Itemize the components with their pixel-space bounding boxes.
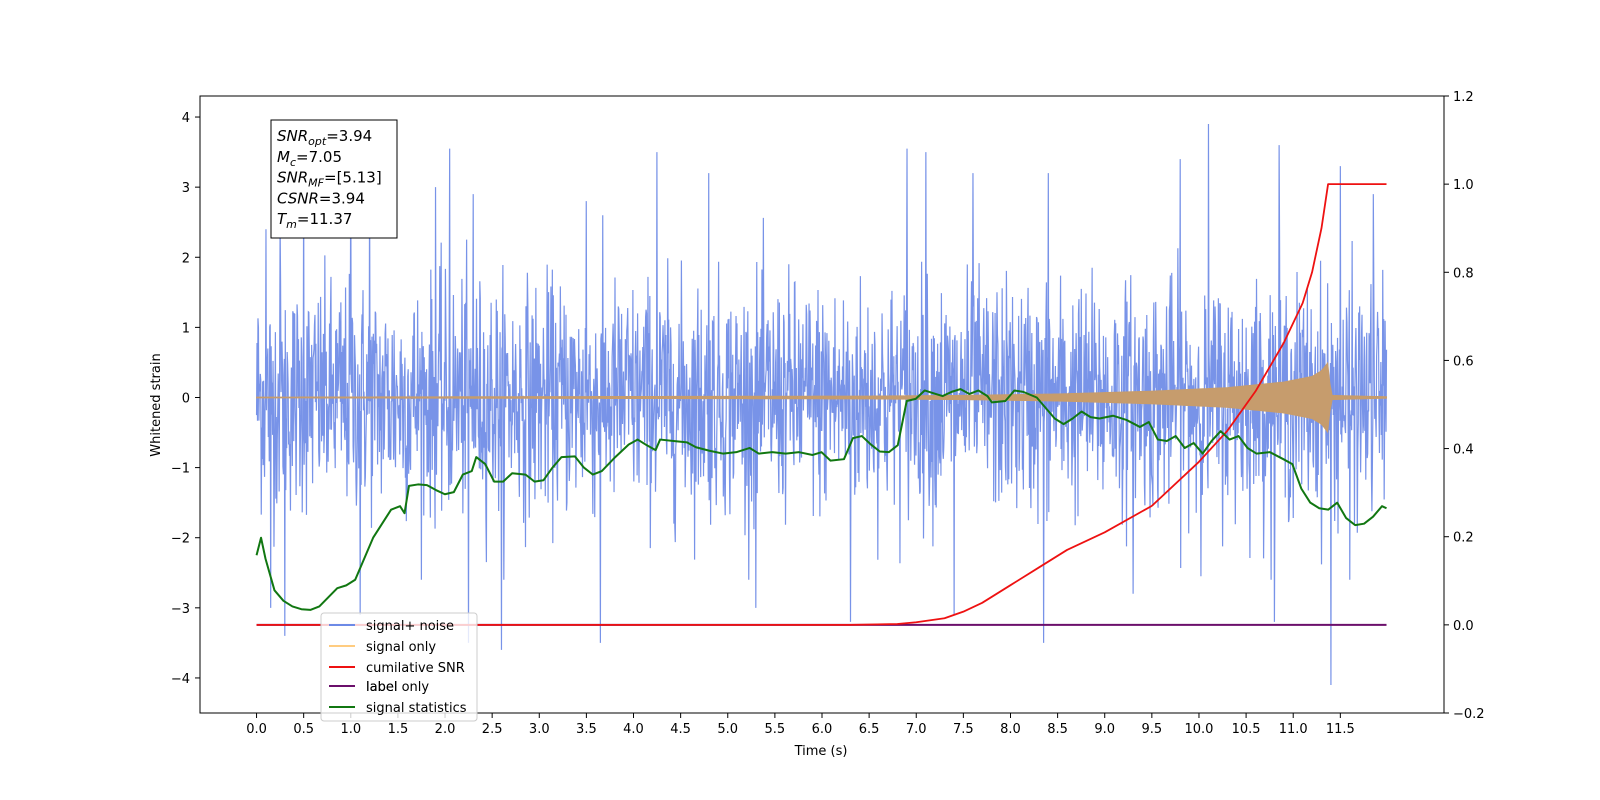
legend-entry: signal only	[366, 640, 436, 655]
legend-entry: signal+ noise	[366, 619, 454, 634]
legend-entry: cumilative SNR	[366, 661, 465, 676]
annotation-line: Tm=11.37	[277, 210, 352, 231]
legend-entry: label only	[366, 680, 429, 695]
y-left-tick-label: −1	[171, 462, 190, 477]
series-line-signal-only	[256, 361, 1388, 434]
x-axis: 0.0 0.5 1.0 1.5 2.0 2.5 3.0 3.5 4.0 4.5 5.0 5.5 6.0 6…	[246, 713, 1355, 737]
x-tick-label: 6.0	[812, 722, 833, 737]
annotation-line: SNRopt=3.94	[277, 127, 372, 148]
x-tick-label: 7.5	[953, 722, 974, 737]
x-tick-label: 9.0	[1094, 722, 1115, 737]
y-left-tick-label: −2	[171, 532, 190, 547]
legend: signal+ noise signal only cumilative SNR la…	[320, 612, 478, 722]
x-tick-label: 0.0	[246, 722, 267, 737]
x-tick-label: 10.0	[1184, 722, 1213, 737]
x-tick-label: 6.5	[859, 722, 880, 737]
x-tick-label: 8.5	[1047, 722, 1068, 737]
y-left-tick-label: 1	[182, 321, 190, 336]
y-right-tick-label: 0.6	[1453, 354, 1474, 369]
x-tick-label: 10.5	[1232, 722, 1261, 737]
y-left-tick-label: 2	[182, 251, 190, 266]
x-tick-label: 7.0	[906, 722, 927, 737]
legend-entry: signal statistics	[366, 701, 467, 716]
y-left-tick-label: −4	[171, 672, 190, 687]
x-tick-label: 4.0	[623, 722, 644, 737]
y-right-tick-label: 0.4	[1453, 443, 1474, 458]
x-tick-label: 4.5	[670, 722, 691, 737]
x-tick-label: 8.0	[1000, 722, 1021, 737]
series-line-signal-plus-noise	[255, 124, 1388, 685]
x-tick-label: 0.5	[293, 722, 314, 737]
y-left-tick-label: 3	[182, 181, 190, 196]
y-left-tick-label: 0	[182, 391, 190, 406]
y-right-axis: −0.2 0.0 0.2 0.4 0.6 0.8 1.0 1.2	[1444, 90, 1485, 722]
x-tick-label: 2.0	[435, 722, 456, 737]
x-tick-label: 1.5	[388, 722, 409, 737]
y-left-axis: −4 −3 −2 −1 0 1 2 3 4	[171, 111, 200, 687]
x-axis-label: Time (s)	[794, 744, 848, 759]
y-right-tick-label: 0.2	[1453, 531, 1474, 546]
annotation-line: CSNR=3.94	[277, 189, 365, 207]
y-right-tick-label: 0.0	[1453, 619, 1474, 634]
x-tick-label: 1.0	[340, 722, 361, 737]
annotation-line: Mc=7.05	[277, 148, 342, 169]
x-tick-label: 5.0	[717, 722, 738, 737]
x-tick-label: 3.5	[576, 722, 597, 737]
legend-entry: label	[366, 680, 397, 695]
y-right-tick-label: 1.0	[1453, 178, 1474, 193]
y-right-tick-label: 1.2	[1453, 90, 1474, 105]
y-right-tick-label: −0.2	[1453, 707, 1485, 722]
y-axis-label: Whitened strain	[149, 353, 164, 456]
y-left-tick-label: 4	[182, 111, 190, 126]
x-tick-label: 9.5	[1142, 722, 1163, 737]
x-tick-label: 5.5	[765, 722, 786, 737]
y-right-tick-label: 0.8	[1453, 266, 1474, 281]
series-line-signal-statistics	[255, 388, 1387, 611]
x-tick-label: 11.5	[1326, 722, 1355, 737]
x-tick-label: 3.0	[529, 722, 550, 737]
x-tick-label: 2.5	[482, 722, 503, 737]
x-tick-label: 11.0	[1279, 722, 1308, 737]
annotation-line: SNRMF=[5.13]	[277, 169, 382, 190]
series-line-cumilative-snr	[256, 183, 1387, 626]
y-left-tick-label: −3	[171, 602, 190, 617]
